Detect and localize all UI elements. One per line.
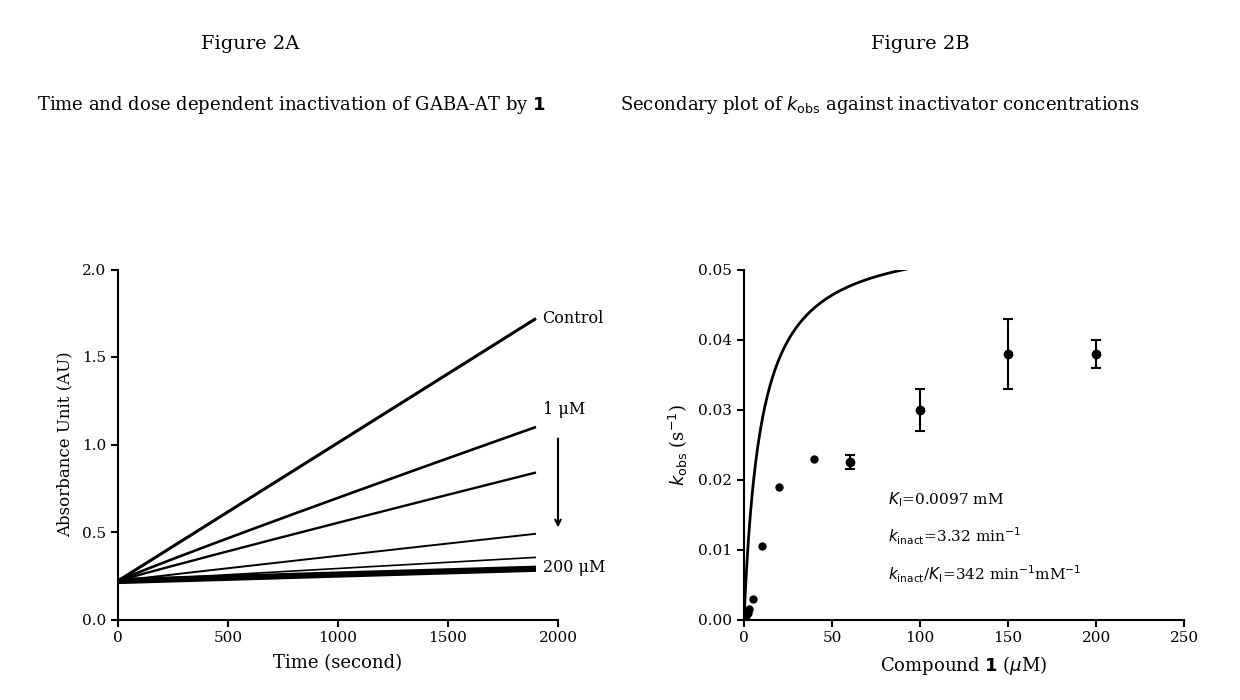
Text: Control: Control: [543, 310, 604, 327]
Text: 1 μM: 1 μM: [543, 401, 585, 418]
Text: Figure 2B: Figure 2B: [870, 35, 970, 53]
X-axis label: Time (second): Time (second): [273, 654, 403, 671]
Text: $K_\mathrm{I}$=0.0097 mM
$k_\mathrm{inact}$=3.32 min$^{-1}$
$k_\mathrm{inact}$/$: $K_\mathrm{I}$=0.0097 mM $k_\mathrm{inac…: [888, 490, 1081, 585]
X-axis label: Compound $\mathbf{1}$ ($\mu$M): Compound $\mathbf{1}$ ($\mu$M): [880, 654, 1048, 677]
Text: Time and dose dependent inactivation of GABA-AT by $\mathbf{1}$: Time and dose dependent inactivation of …: [37, 94, 546, 116]
Y-axis label: Absorbance Unit (AU): Absorbance Unit (AU): [56, 351, 73, 538]
Text: Secondary plot of $k_\mathrm{obs}$ against inactivator concentrations: Secondary plot of $k_\mathrm{obs}$ again…: [620, 94, 1140, 116]
Text: Figure 2A: Figure 2A: [201, 35, 299, 53]
Text: 200 μM: 200 μM: [543, 559, 605, 576]
Y-axis label: $k_\mathrm{obs}$ (s$^{-1}$): $k_\mathrm{obs}$ (s$^{-1}$): [667, 403, 689, 486]
